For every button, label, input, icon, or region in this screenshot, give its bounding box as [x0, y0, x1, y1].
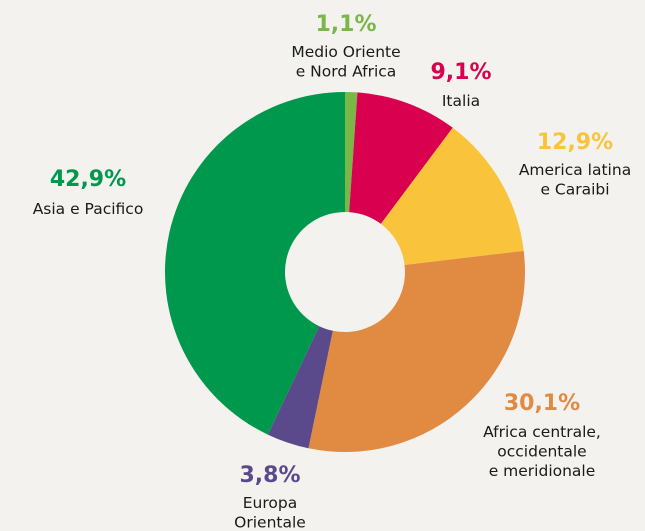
- donut-slice: [164, 92, 345, 435]
- donut-slice: [308, 250, 525, 452]
- value-label: 42,9%: [50, 167, 126, 192]
- category-label: Medio Oriente e Nord Africa: [291, 43, 400, 81]
- category-label: Africa centrale, occidentale e meridionale: [483, 423, 601, 480]
- category-label: America latina e Caraibi: [519, 161, 631, 199]
- category-label-line: Africa centrale,: [483, 423, 601, 441]
- value-label: 12,9%: [537, 130, 613, 155]
- value-label: 30,1%: [504, 391, 580, 416]
- category-label: Italia: [442, 92, 480, 110]
- category-label: Asia e Pacifico: [33, 200, 144, 218]
- category-label-line: Asia e Pacifico: [33, 200, 144, 218]
- category-label-line: Orientale: [234, 513, 306, 531]
- category-label: Europa Orientale: [234, 494, 306, 531]
- value-label: 3,8%: [239, 463, 300, 488]
- value-label: 9,1%: [430, 60, 491, 85]
- value-label: 1,1%: [315, 12, 376, 37]
- category-label-line: e Caraibi: [540, 180, 609, 198]
- category-label-line: Medio Oriente: [291, 43, 400, 61]
- donut-slice: [345, 92, 358, 213]
- donut-slice: [267, 326, 333, 449]
- category-label-line: e meridionale: [489, 462, 596, 480]
- donut-slice: [349, 92, 453, 224]
- category-label-line: e Nord Africa: [296, 62, 397, 80]
- category-label-line: Europa: [243, 494, 297, 512]
- category-label-line: occidentale: [497, 442, 586, 460]
- donut-slice: [380, 127, 524, 265]
- category-label-line: Italia: [442, 92, 480, 110]
- category-label-line: America latina: [519, 161, 631, 179]
